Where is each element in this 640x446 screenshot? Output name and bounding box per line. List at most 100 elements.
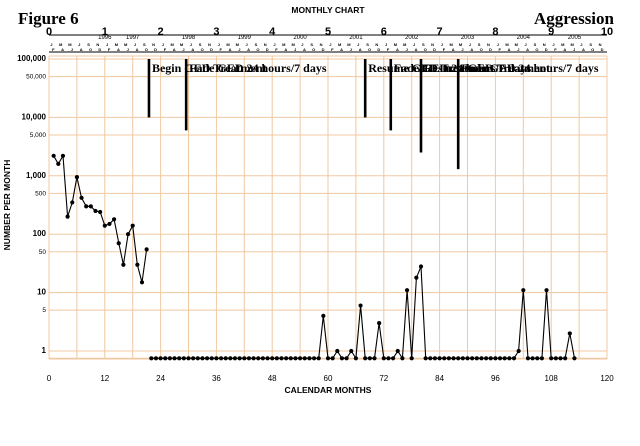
data-point bbox=[460, 356, 465, 361]
month-letter: A bbox=[229, 47, 232, 52]
month-letter: J bbox=[301, 42, 303, 47]
month-letter: F bbox=[164, 47, 167, 52]
month-letter: M bbox=[505, 42, 509, 47]
data-point bbox=[572, 356, 577, 361]
year-label: 1998 bbox=[182, 35, 196, 41]
month-letter: J bbox=[497, 42, 499, 47]
data-point bbox=[442, 356, 447, 361]
data-point bbox=[400, 356, 405, 361]
data-point bbox=[51, 153, 56, 158]
month-letter: J bbox=[246, 42, 248, 47]
phase-change-label: Fade GED 24 hours/7 days bbox=[461, 61, 599, 75]
data-point bbox=[349, 348, 354, 354]
data-point bbox=[60, 153, 66, 158]
data-point bbox=[367, 356, 372, 361]
data-point bbox=[56, 161, 61, 166]
month-letter: A bbox=[452, 47, 455, 52]
year-number: 9 bbox=[548, 26, 554, 38]
month-letter: D bbox=[154, 47, 157, 52]
data-point bbox=[511, 356, 517, 361]
year-label: 2000 bbox=[293, 35, 307, 41]
month-letter: F bbox=[52, 47, 55, 52]
month-letter: J bbox=[238, 47, 240, 52]
data-point bbox=[344, 356, 349, 361]
month-letter: J bbox=[573, 47, 575, 52]
data-point bbox=[218, 356, 224, 361]
month-letter: N bbox=[431, 42, 434, 47]
month-letter: N bbox=[487, 42, 490, 47]
data-point bbox=[502, 356, 507, 361]
month-letter: M bbox=[59, 42, 63, 47]
month-letter: M bbox=[226, 42, 230, 47]
x-tick-label: 0 bbox=[47, 374, 52, 383]
month-letter: F bbox=[387, 47, 390, 52]
month-letter: S bbox=[143, 42, 146, 47]
month-letter: F bbox=[443, 47, 446, 52]
data-point bbox=[377, 321, 382, 326]
data-point bbox=[74, 175, 79, 180]
month-letter: M bbox=[450, 42, 454, 47]
data-point bbox=[428, 356, 433, 361]
y-tick-label: 1,000 bbox=[26, 171, 47, 180]
month-letter: D bbox=[545, 47, 548, 52]
month-letter: N bbox=[375, 42, 378, 47]
month-letter: D bbox=[322, 47, 325, 52]
data-point bbox=[386, 356, 391, 361]
phase-change-label: Fade GED 24 hours/7 days bbox=[189, 61, 327, 75]
grid bbox=[48, 55, 608, 360]
year-label: 2003 bbox=[461, 35, 475, 41]
month-letter: D bbox=[433, 47, 436, 52]
year-number: 6 bbox=[381, 26, 387, 38]
month-letter: D bbox=[489, 47, 492, 52]
data-point bbox=[205, 356, 210, 361]
year-label: 2004 bbox=[517, 35, 531, 41]
month-letter: O bbox=[312, 47, 315, 52]
month-letter: D bbox=[210, 47, 213, 52]
data-point bbox=[112, 217, 117, 222]
month-letter: A bbox=[582, 47, 585, 52]
month-letter: J bbox=[385, 42, 387, 47]
data-point bbox=[395, 348, 400, 354]
month-letter: M bbox=[171, 42, 175, 47]
data-point bbox=[209, 356, 214, 361]
data-point bbox=[321, 313, 326, 318]
data-point bbox=[144, 247, 149, 252]
x-tick-label: 120 bbox=[600, 374, 614, 383]
month-letter: D bbox=[98, 47, 101, 52]
year-number: 4 bbox=[269, 26, 276, 38]
x-tick-label: 96 bbox=[491, 374, 500, 383]
x-tick-label: 12 bbox=[100, 374, 109, 383]
data-point bbox=[391, 356, 396, 361]
data-point bbox=[163, 356, 168, 361]
data-point bbox=[404, 288, 410, 293]
x-tick-label: 84 bbox=[435, 374, 444, 383]
month-letter: J bbox=[413, 42, 415, 47]
month-letter: J bbox=[525, 42, 527, 47]
month-letter: M bbox=[347, 42, 351, 47]
data-point bbox=[311, 356, 317, 361]
data-point bbox=[237, 356, 242, 361]
month-letter: O bbox=[145, 47, 148, 52]
data-point bbox=[251, 356, 256, 361]
y-tick-label: 100,000 bbox=[17, 54, 46, 63]
data-point bbox=[363, 356, 368, 361]
year-label: 1997 bbox=[126, 35, 140, 41]
data-point bbox=[232, 356, 238, 361]
month-letter: O bbox=[424, 47, 427, 52]
month-letter: N bbox=[208, 42, 211, 47]
month-letter: A bbox=[526, 47, 529, 52]
data-point bbox=[516, 348, 521, 354]
month-letter: J bbox=[441, 42, 443, 47]
month-letter: A bbox=[359, 47, 362, 52]
data-point bbox=[102, 223, 107, 228]
y-tick-label: 10,000 bbox=[22, 112, 47, 121]
data-point bbox=[530, 356, 535, 361]
data-point bbox=[65, 214, 70, 219]
data-point bbox=[335, 348, 340, 354]
x-tick-label: 108 bbox=[545, 374, 559, 383]
month-letter: F bbox=[219, 47, 222, 52]
data-point bbox=[563, 356, 568, 361]
month-letter: M bbox=[459, 42, 463, 47]
x-axis-label: CALENDAR MONTHS bbox=[285, 385, 372, 395]
y-tick-label: 100 bbox=[33, 229, 47, 238]
